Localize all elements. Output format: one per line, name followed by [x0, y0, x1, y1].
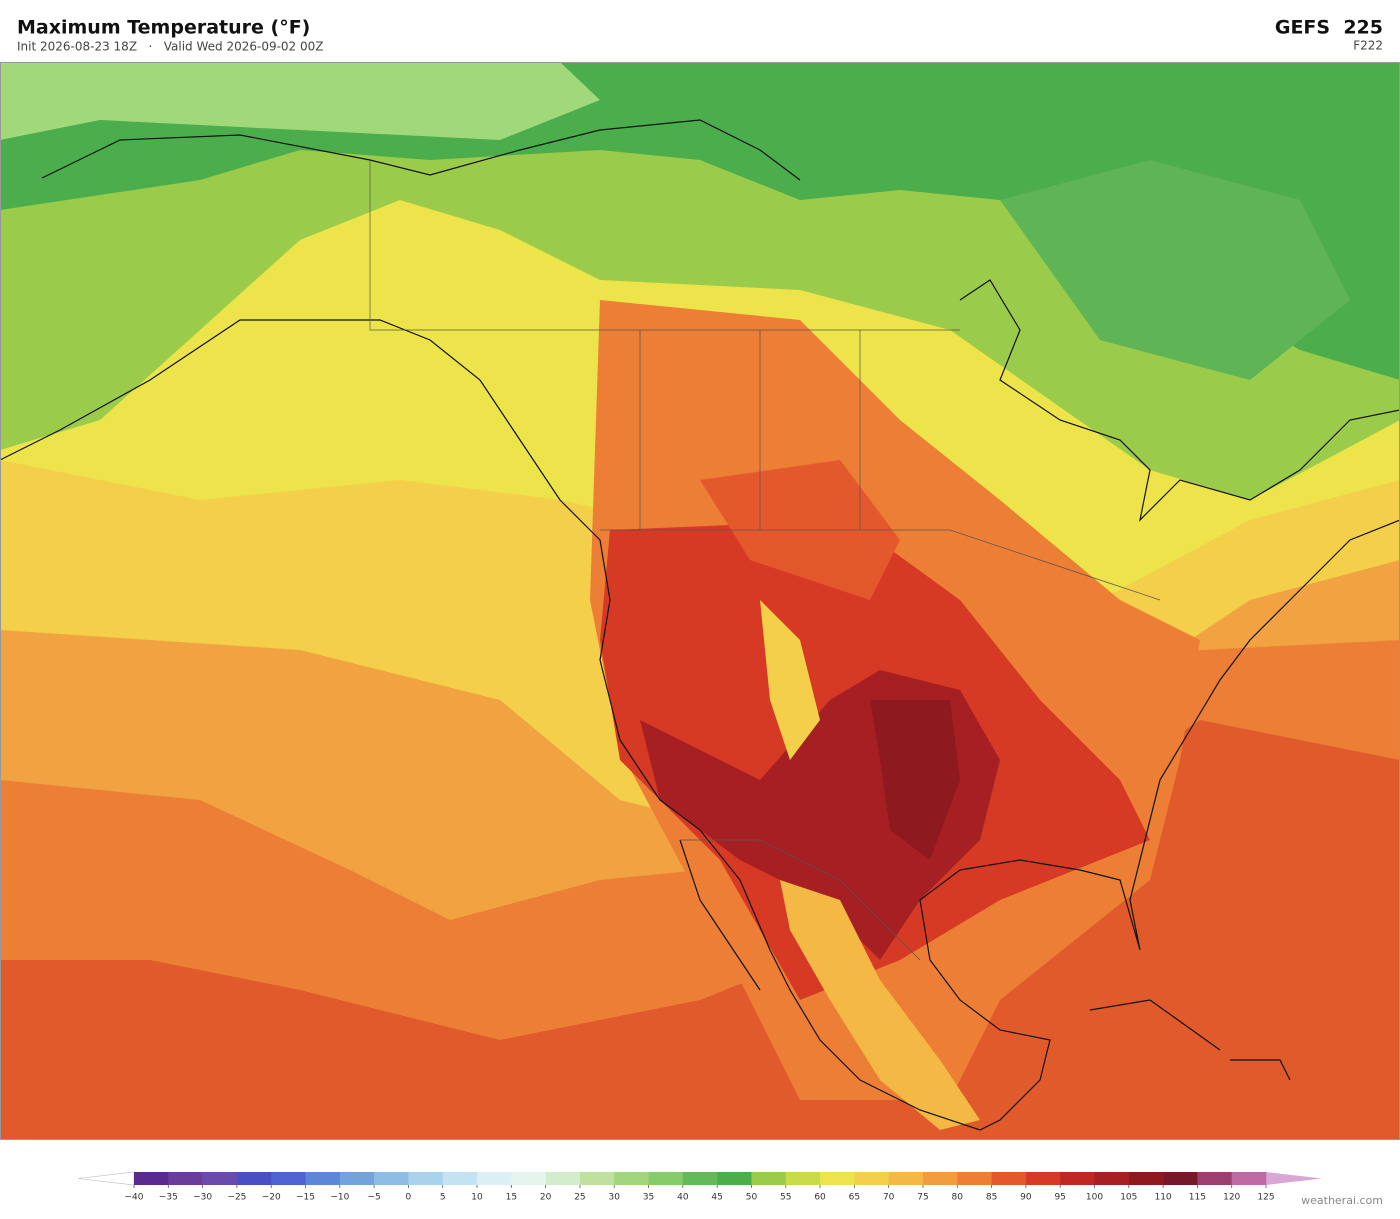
colorbar-tick-label: 35 [643, 1193, 654, 1203]
colorbar-tick-label: 0 [406, 1193, 412, 1203]
colorbar-segment [717, 1172, 752, 1185]
colorbar-over [1266, 1172, 1322, 1185]
field [1000, 160, 1350, 380]
colorbar-segment [648, 1172, 684, 1185]
watermark: weatherai.com [1301, 1194, 1383, 1207]
colorbar-tick-label: −15 [296, 1193, 315, 1203]
colorbar-segment [511, 1172, 546, 1185]
colorbar-tick-label: 125 [1257, 1193, 1274, 1203]
colorbar-tick-label: 5 [440, 1193, 446, 1203]
colorbar-segment [991, 1172, 1027, 1185]
colorbar-tick-label: 115 [1189, 1193, 1206, 1203]
colorbar-tick-label: −10 [330, 1193, 349, 1203]
colorbar-tick-label: −5 [367, 1193, 380, 1203]
colorbar-segment [1231, 1172, 1267, 1185]
colorbar-tick-label: 120 [1223, 1193, 1240, 1203]
field [780, 880, 980, 1130]
colorbar-tick-label: −40 [125, 1193, 144, 1203]
colorbar-segment [1025, 1172, 1061, 1185]
colorbar-tick-label: 80 [952, 1193, 964, 1203]
colorbar-tick-label: 75 [917, 1193, 928, 1203]
field [0, 62, 600, 140]
colorbar-tick-label: 10 [471, 1193, 483, 1203]
colorbar-tick-label: 90 [1020, 1193, 1032, 1203]
coastline [0, 119, 1400, 1131]
colorbar-tick-label: −35 [159, 1193, 178, 1203]
colorbar-tick-label: 50 [746, 1193, 758, 1203]
colorbar-segment [236, 1172, 272, 1185]
colorbar-tick-label: 60 [814, 1193, 826, 1203]
colorbar-segment [374, 1172, 409, 1185]
colorbar-segment [1128, 1172, 1164, 1185]
colorbar-segment [751, 1172, 787, 1185]
field [870, 700, 960, 860]
colorbar-tick-label: 85 [986, 1193, 997, 1203]
colorbar-tick-label: 45 [711, 1193, 722, 1203]
borders [369, 160, 1161, 961]
colorbar-segment [957, 1172, 992, 1185]
colorbar-tick-label: −30 [193, 1193, 212, 1203]
colorbar-segment [202, 1172, 238, 1185]
colorbar-tick-label: −25 [227, 1193, 246, 1203]
colorbar-tick-label: 100 [1086, 1193, 1103, 1203]
colorbar-segment [477, 1172, 512, 1185]
colorbar-segment [442, 1172, 478, 1185]
colorbar-segment [888, 1172, 924, 1185]
colorbar-segment [682, 1172, 718, 1185]
colorbar-tick-label: −20 [262, 1193, 281, 1203]
colorbar-segment [1163, 1172, 1198, 1185]
field [760, 600, 820, 760]
colorbar-segment [1060, 1172, 1095, 1185]
colorbar-segment [134, 1172, 169, 1185]
colorbar-segment [271, 1172, 306, 1185]
field [0, 62, 1400, 380]
colorbar-segment [820, 1172, 855, 1185]
colorbar-segment [854, 1172, 889, 1185]
colorbar-segment [408, 1172, 444, 1185]
colorbar-tick-label: 25 [574, 1193, 585, 1203]
forecast-hour: F222 [1353, 39, 1383, 53]
colorbar: −40 −35 −30 −25 −20 −15 −10 −5 0 5 10 15 20 25 30 35 40 4… [77, 1171, 1322, 1203]
model: GEFS 225 [1275, 17, 1383, 39]
colorbar-tick-label: 15 [506, 1193, 517, 1203]
colorbar-segment [339, 1172, 375, 1185]
colorbar-segment [922, 1172, 958, 1185]
colorbar-tick-label: 95 [1054, 1193, 1065, 1203]
colorbar-segment [614, 1172, 649, 1185]
colorbar-segment [545, 1172, 581, 1185]
colorbar-tick-label: 65 [849, 1193, 860, 1203]
colorbar-segment [785, 1172, 821, 1185]
colorbar-tick-label: 30 [609, 1193, 621, 1203]
colorbar-segment [1094, 1172, 1130, 1185]
title: Maximum Temperature (°F) [17, 17, 310, 39]
colorbar-segment [305, 1172, 341, 1185]
colorbar-segment [168, 1172, 203, 1185]
colorbar-segment [579, 1172, 615, 1185]
colorbar-tick-label: 110 [1154, 1193, 1171, 1203]
colorbar-tick-label: 40 [677, 1193, 689, 1203]
colorbar-tick-label: 70 [883, 1193, 895, 1203]
colorbar-tick-label: 20 [540, 1193, 552, 1203]
subtitle: Init 2026-08-23 18Z · Valid Wed 2026-09-… [17, 40, 324, 54]
map [0, 62, 1400, 1140]
colorbar-tick-label: 105 [1120, 1193, 1137, 1203]
colorbar-tick-label: 55 [780, 1193, 791, 1203]
colorbar-segment [1197, 1172, 1232, 1185]
